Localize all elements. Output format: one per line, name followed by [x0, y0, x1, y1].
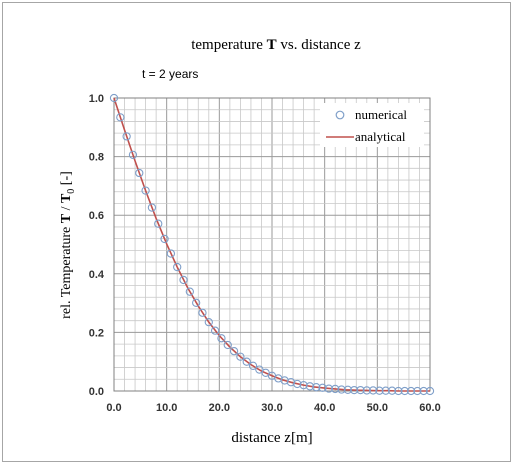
x-tick-label: 50.0 — [367, 402, 388, 414]
y-tick-label: 0.8 — [89, 152, 104, 164]
y-tick-label: 0.0 — [89, 386, 104, 398]
y-tick-label: 0.4 — [89, 269, 105, 281]
data-point-numerical — [141, 186, 150, 195]
data-point-numerical — [154, 219, 163, 228]
data-point-numerical — [135, 168, 144, 178]
data-point-numerical — [192, 298, 201, 307]
data-point-numerical — [198, 308, 207, 317]
x-tick-label: 20.0 — [209, 402, 230, 414]
data-point-numerical — [419, 386, 428, 396]
series-markers-numerical — [109, 93, 435, 396]
data-point-numerical — [229, 347, 239, 356]
data-point-numerical — [381, 386, 390, 395]
data-point-numerical — [413, 386, 422, 396]
data-point-numerical — [406, 386, 416, 396]
data-point-numerical — [179, 275, 188, 285]
chart-title: temperature T vs. distance z — [191, 37, 361, 53]
y-axis-label: rel. Temperature T / T0 [-] — [59, 171, 77, 319]
data-point-numerical — [375, 386, 384, 395]
data-point-numerical — [217, 334, 226, 343]
data-point-numerical — [109, 93, 119, 103]
data-point-numerical — [318, 383, 327, 392]
x-tick-label: 10.0 — [156, 402, 177, 414]
data-point-numerical — [248, 361, 258, 370]
series-line-analytical — [113, 97, 430, 392]
x-axis-label: distance z[m] — [231, 430, 312, 446]
data-point-numerical — [343, 385, 352, 394]
data-point-numerical — [210, 326, 220, 335]
data-point-numerical — [400, 386, 409, 396]
data-point-numerical — [337, 385, 346, 394]
data-point-numerical — [324, 384, 334, 393]
data-point-numerical — [312, 383, 321, 392]
data-point-numerical — [236, 352, 245, 361]
x-tick-label: 30.0 — [261, 402, 282, 414]
data-point-numerical — [299, 380, 308, 390]
time-annotation: t = 2 years — [142, 67, 198, 81]
legend-label-numerical: numerical — [355, 107, 407, 122]
data-point-numerical — [255, 365, 264, 374]
data-point-numerical — [350, 385, 359, 395]
data-point-numerical — [293, 379, 302, 389]
y-tick-labels: 0.0 0.2 0.4 0.6 0.8 1.0 — [89, 93, 105, 398]
data-point-numerical — [387, 386, 397, 395]
data-point-numerical — [173, 262, 182, 272]
x-tick-label: 40.0 — [314, 402, 335, 414]
plot-border — [113, 97, 431, 392]
y-tick-label: 0.6 — [89, 210, 104, 222]
data-point-numerical — [223, 340, 232, 350]
legend-background — [320, 103, 424, 147]
data-point-numerical — [331, 384, 340, 394]
x-tick-labels: 0.0 10.0 20.0 30.0 40.0 50.0 60.0 — [106, 402, 440, 414]
data-point-numerical — [425, 386, 435, 396]
data-point-numerical — [166, 249, 176, 258]
data-point-numerical — [305, 382, 315, 391]
data-point-numerical — [204, 317, 213, 327]
x-tick-label: 0.0 — [106, 402, 121, 414]
data-point-numerical — [242, 357, 251, 366]
data-point-numerical — [356, 385, 365, 395]
x-tick-label: 60.0 — [419, 402, 440, 414]
legend-label-analytical: analytical — [355, 129, 406, 144]
data-point-numerical — [185, 287, 194, 296]
data-point-numerical — [147, 203, 157, 212]
data-point-numerical — [362, 386, 371, 395]
data-point-numerical — [128, 150, 138, 159]
y-tick-label: 0.2 — [89, 327, 104, 339]
data-point-numerical — [368, 386, 378, 395]
legend: numerical analytical — [320, 103, 424, 147]
legend-marker-numerical — [335, 110, 345, 120]
data-point-numerical — [394, 386, 403, 396]
data-point-numerical — [160, 234, 169, 244]
y-tick-label: 1.0 — [89, 93, 104, 105]
data-point-numerical — [116, 113, 125, 122]
data-point-numerical — [122, 132, 131, 141]
